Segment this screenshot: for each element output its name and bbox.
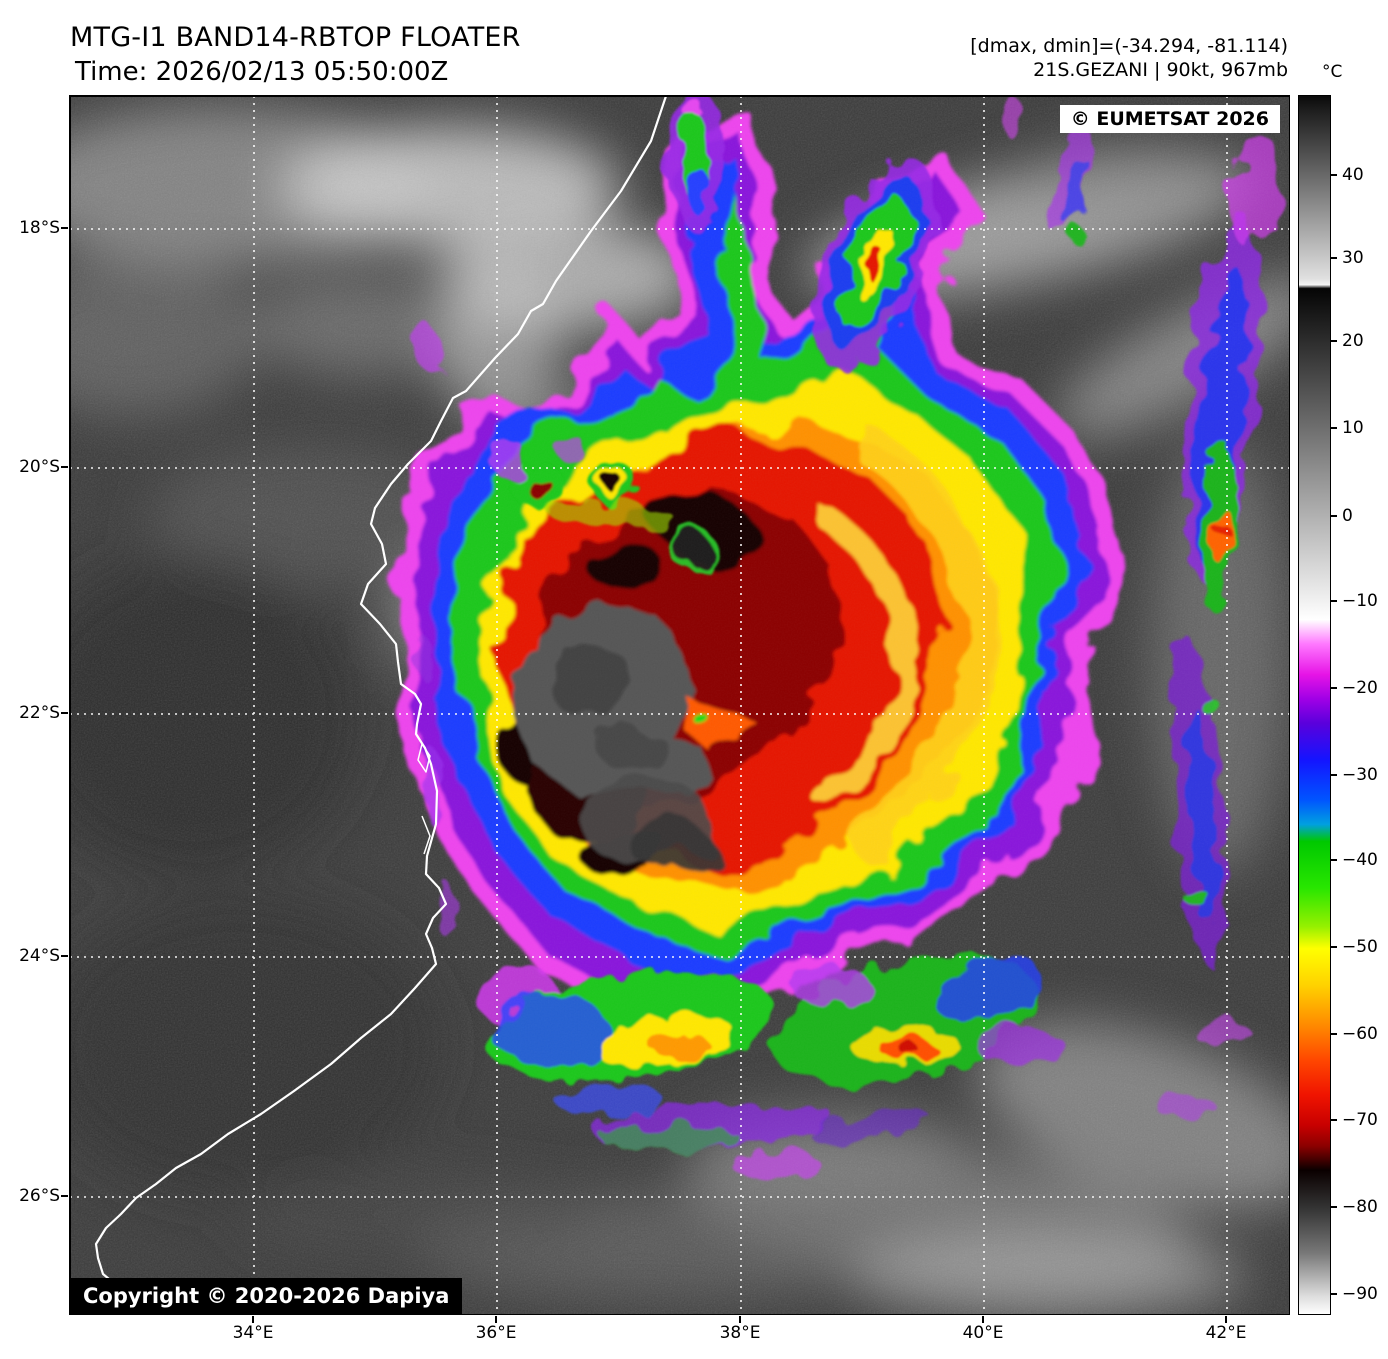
- lat-axis-label: 24°S: [19, 946, 60, 966]
- satellite-map: © EUMETSAT 2026 Copyright © 2020-2026 Da…: [69, 95, 1290, 1315]
- colorbar-gradient: [1299, 96, 1330, 1314]
- satellite-image: [70, 96, 1289, 1314]
- coastline: [94, 96, 668, 1314]
- graticule-gridlines: [70, 96, 1289, 1314]
- lon-axis-label: 36°E: [475, 1323, 517, 1343]
- colorbar-tick-mark: [1331, 946, 1337, 948]
- colorbar-tick-label: −20: [1342, 678, 1378, 698]
- fine-grain-overlay: [70, 96, 1289, 1314]
- colorbar-tick-mark: [1331, 1293, 1337, 1295]
- map-frame: [70, 96, 1289, 1314]
- colorbar-tick-mark: [1331, 1206, 1337, 1208]
- lon-axis-tick: [1225, 1316, 1227, 1323]
- colorbar-tick-mark: [1331, 859, 1337, 861]
- lat-axis-tick: [61, 1195, 68, 1197]
- lat-axis-label: 20°S: [19, 457, 60, 477]
- lon-axis-label: 42°E: [1205, 1323, 1247, 1343]
- lon-axis-tick: [495, 1316, 497, 1323]
- colorbar-tick-labels: 40 30 20 10 0 −10 −20 −30 −40 −50 −60 −70 −80 −90: [1331, 95, 1388, 1315]
- colorbar-tick-label: −90: [1342, 1284, 1378, 1304]
- eumetsat-copyright-badge: © EUMETSAT 2026: [1059, 105, 1280, 133]
- colorbar-tick-label: 20: [1342, 331, 1364, 351]
- lon-axis-tick: [252, 1316, 254, 1323]
- dapiya-copyright-badge: Copyright © 2020-2026 Dapiya: [70, 1278, 463, 1314]
- lat-axis-tick: [61, 227, 68, 229]
- colorbar-tick-label: −60: [1342, 1024, 1378, 1044]
- lon-axis-tick: [739, 1316, 741, 1323]
- lat-axis-tick: [61, 712, 68, 714]
- timestamp: Time: 2026/02/13 05:50:00Z: [75, 57, 449, 87]
- colorbar: [1298, 95, 1331, 1315]
- colorbar-tick-mark: [1331, 515, 1337, 517]
- colorbar-tick-mark: [1331, 340, 1337, 342]
- colorbar-tick-label: −50: [1342, 937, 1378, 957]
- lon-axis-label: 38°E: [719, 1323, 761, 1343]
- lon-axis-label: 34°E: [232, 1323, 274, 1343]
- colorbar-tick-mark: [1331, 257, 1337, 259]
- colorbar-tick-label: −70: [1342, 1110, 1378, 1130]
- lat-axis-label: 22°S: [19, 703, 60, 723]
- colorbar-tick-label: −30: [1342, 765, 1378, 785]
- colorbar-tick-mark: [1331, 1119, 1337, 1121]
- storm-info: 21S.GEZANI | 90kt, 967mb: [1033, 59, 1288, 81]
- colorbar-tick-mark: [1331, 427, 1337, 429]
- colorbar-tick-label: −10: [1342, 591, 1378, 611]
- lat-axis-label: 18°S: [19, 218, 60, 238]
- page-title: MTG-I1 BAND14-RBTOP FLOATER: [70, 22, 521, 53]
- colorbar-tick-mark: [1331, 687, 1337, 689]
- colorbar-tick-mark: [1331, 174, 1337, 176]
- colorbar-tick-label: −80: [1342, 1197, 1378, 1217]
- lon-axis-tick: [982, 1316, 984, 1323]
- colorbar-tick-label: 40: [1342, 165, 1364, 185]
- dmax-dmin-readout: [dmax, dmin]=(-34.294, -81.114): [970, 35, 1288, 57]
- colorbar-tick-label: 0: [1342, 506, 1353, 526]
- colorbar-tick-mark: [1331, 774, 1337, 776]
- colorbar-unit-label: °C: [1322, 62, 1343, 82]
- lat-axis-tick: [61, 466, 68, 468]
- colorbar-tick-mark: [1331, 1033, 1337, 1035]
- lon-axis-label: 40°E: [962, 1323, 1004, 1343]
- colorbar-tick-label: −40: [1342, 850, 1378, 870]
- colorbar-tick-mark: [1331, 600, 1337, 602]
- colorbar-tick-label: 10: [1342, 418, 1364, 438]
- lat-axis-tick: [61, 955, 68, 957]
- colorbar-tick-label: 30: [1342, 248, 1364, 268]
- lat-axis-label: 26°S: [19, 1186, 60, 1206]
